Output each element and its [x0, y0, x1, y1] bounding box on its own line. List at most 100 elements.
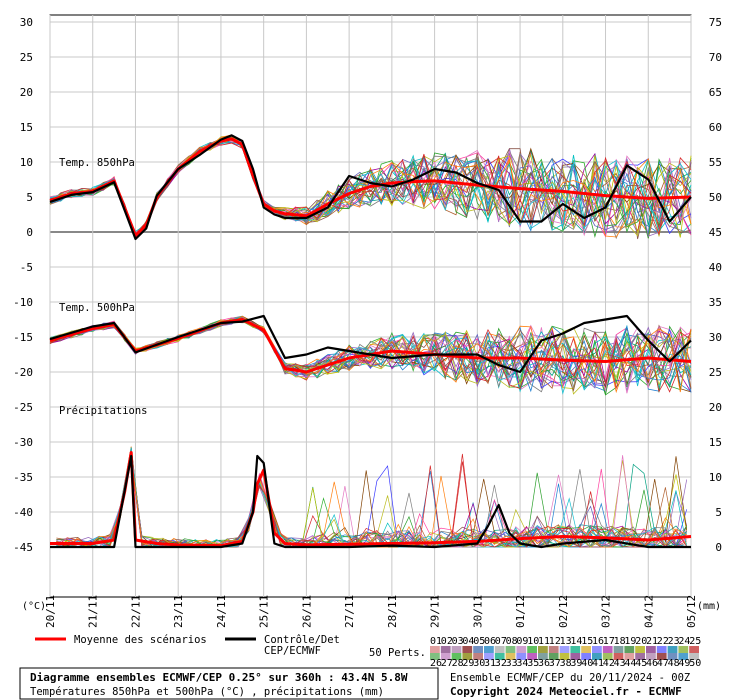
pert-number: 43: [614, 658, 626, 669]
control-legend-label-2: CEP/ECMWF: [264, 645, 321, 657]
pert-number: 48: [668, 658, 680, 669]
precip-section-label: Précipitations: [59, 405, 148, 417]
pert-swatch: [624, 646, 635, 653]
pert-swatch: [635, 646, 645, 653]
control-line-t850: [49, 134, 692, 241]
pert-number: 40: [581, 658, 593, 669]
pert-swatch: [581, 646, 591, 653]
perts-legend-label: 50 Perts.: [369, 647, 426, 659]
pert-number: 23: [668, 636, 680, 647]
right-tick-label: 35: [709, 296, 722, 309]
x-tick-label: 24/11: [215, 595, 228, 628]
pert-number: 49: [678, 658, 690, 669]
pert-swatch: [602, 646, 613, 653]
footer-copyright: Copyright 2024 Meteociel.fr - ECMWF: [450, 685, 682, 698]
right-tick-label: 20: [709, 401, 722, 414]
pert-number: 37: [549, 658, 561, 669]
x-tick-label: 23/11: [172, 595, 185, 628]
pert-number: 25: [689, 636, 701, 647]
pert-swatch: [462, 646, 473, 653]
left-tick-label: 5: [26, 191, 33, 204]
footer-subtitle: Températures 850hPa et 500hPa (°C) , pré…: [30, 686, 384, 698]
right-axis-unit: (mm): [697, 601, 721, 612]
pert-swatch: [613, 653, 624, 660]
pert-swatch: [494, 653, 505, 660]
pert-number: 04: [462, 636, 474, 647]
pert-number: 06: [484, 636, 496, 647]
pert-swatch: [484, 653, 494, 660]
pert-swatch: [451, 646, 462, 653]
pert-swatch: [451, 653, 462, 660]
ensemble-member-precip: [56, 451, 687, 548]
pert-number: 45: [635, 658, 647, 669]
left-tick-label: -10: [13, 296, 33, 309]
pert-swatch: [440, 646, 451, 653]
pert-swatch: [527, 646, 537, 653]
left-tick-label: 0: [26, 226, 33, 239]
pert-swatch: [592, 646, 602, 653]
left-tick-label: -15: [13, 331, 33, 344]
pert-swatch: [570, 646, 581, 653]
left-tick-label: -40: [13, 506, 33, 519]
left-tick-label: -35: [13, 471, 33, 484]
pert-number: 15: [581, 636, 593, 647]
x-tick-label: 29/11: [429, 595, 442, 628]
x-tick-label: 30/11: [471, 595, 484, 628]
x-tick-label: 22/11: [129, 595, 142, 628]
pert-number: 46: [646, 658, 658, 669]
x-axis-ticks: 20/11 21/11 22/11 23/11 24/11 25/11 26/11 27/11…: [44, 595, 698, 628]
pert-number: 07: [495, 636, 507, 647]
right-tick-label: 65: [709, 86, 722, 99]
left-tick-label: 25: [20, 51, 33, 64]
pert-number: 16: [592, 636, 604, 647]
pert-swatch: [656, 653, 667, 660]
pert-swatch: [656, 646, 667, 653]
pert-number: 19: [624, 636, 636, 647]
pert-number: 50: [689, 658, 701, 669]
pert-number: 44: [624, 658, 636, 669]
left-tick-label: -25: [13, 401, 33, 414]
pert-number: 02: [441, 636, 453, 647]
right-tick-label: 5: [715, 506, 722, 519]
x-tick-label: 02/12: [557, 595, 570, 628]
control-legend-label-1: Contrôle/Det: [264, 634, 340, 646]
pert-swatch: [462, 653, 473, 660]
right-tick-label: 0: [715, 541, 722, 554]
pert-number: 18: [614, 636, 626, 647]
pert-number: 26: [430, 658, 442, 669]
pert-swatch: [494, 646, 505, 653]
x-tick-label: 28/11: [386, 595, 399, 628]
right-tick-label: 45: [709, 226, 722, 239]
pert-swatch: [646, 646, 656, 653]
x-tick-label: 25/11: [258, 595, 271, 628]
pert-number: 17: [603, 636, 615, 647]
right-tick-label: 70: [709, 51, 722, 64]
footer-run-info: Ensemble ECMWF/CEP du 20/11/2024 - 00Z: [450, 672, 690, 684]
pert-number: 13: [560, 636, 572, 647]
pert-swatch: [559, 646, 570, 653]
pert-swatch: [538, 653, 548, 660]
footer-box: [19, 667, 439, 700]
pert-number: 14: [570, 636, 582, 647]
perturbation-color-key: 0102030405060708091011121314151617181920…: [430, 636, 701, 669]
x-tick-label: 05/12: [685, 595, 698, 628]
right-tick-label: 25: [709, 366, 722, 379]
ensemble-member-t850: [49, 137, 692, 236]
right-tick-label: 10: [709, 471, 722, 484]
left-tick-label: 30: [20, 16, 33, 29]
footer-title: Diagramme ensembles ECMWF/CEP 0.25° sur …: [30, 671, 408, 684]
pert-number: 24: [678, 636, 690, 647]
pert-swatch: [473, 653, 483, 660]
right-tick-label: 15: [709, 436, 722, 449]
t850-section-label: Temp. 850hPa: [59, 157, 135, 169]
pert-number: 03: [452, 636, 464, 647]
pert-number: 22: [657, 636, 669, 647]
pert-swatch: [548, 653, 559, 660]
pert-number: 39: [570, 658, 582, 669]
pert-number: 31: [484, 658, 496, 669]
pert-swatch: [516, 646, 527, 653]
pert-swatch: [570, 653, 581, 660]
pert-number: 09: [516, 636, 528, 647]
pert-swatch: [484, 646, 494, 653]
